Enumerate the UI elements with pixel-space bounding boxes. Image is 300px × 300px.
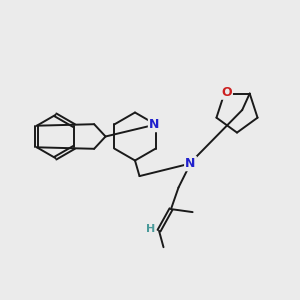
Text: H: H bbox=[146, 224, 155, 234]
Text: O: O bbox=[221, 85, 232, 98]
Text: N: N bbox=[149, 118, 160, 131]
Text: N: N bbox=[185, 157, 196, 170]
